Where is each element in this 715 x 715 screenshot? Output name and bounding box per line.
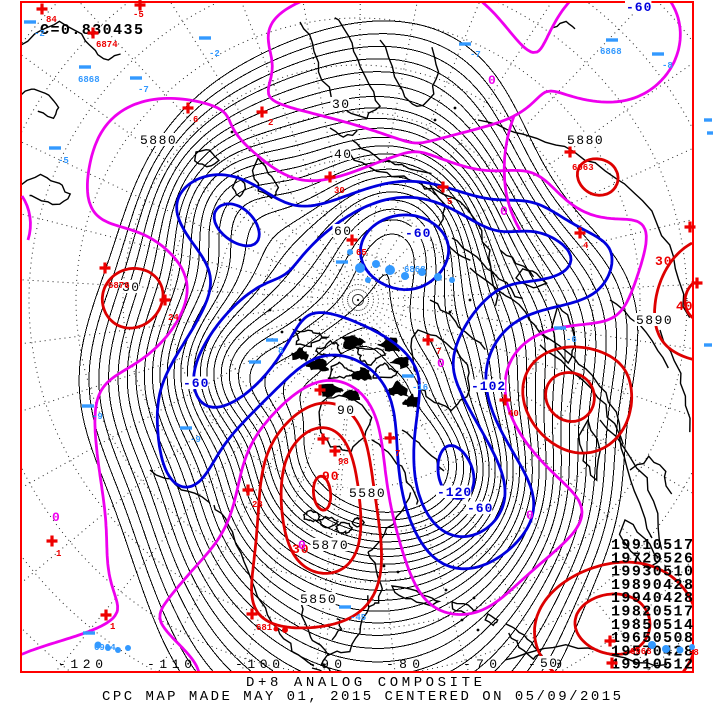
svg-text:-80: -80 [386,657,420,672]
svg-text:60: 60 [334,224,353,239]
svg-text:-2: -2 [209,49,220,59]
svg-text:-7: -7 [138,85,149,95]
svg-text:6874: 6874 [96,40,118,50]
svg-text:24: 24 [168,313,179,323]
svg-text:30: 30 [332,97,351,112]
svg-text:90: 90 [322,469,340,484]
svg-text:30: 30 [292,542,310,557]
svg-text:0: 0 [437,356,445,371]
svg-text:-102: -102 [471,379,506,394]
svg-text:-60: -60 [626,0,652,15]
svg-text:90: 90 [337,403,356,418]
svg-text:5880: 5880 [140,133,177,148]
svg-text:-70: -70 [463,657,497,672]
svg-text:-60: -60 [183,376,209,391]
svg-text:6868: 6868 [404,265,426,275]
svg-text:5850: 5850 [300,592,337,607]
svg-text:-9: -9 [92,412,103,422]
svg-text:-8: -8 [662,61,673,71]
svg-text:28: 28 [252,500,263,510]
svg-text:-5: -5 [133,10,144,20]
svg-text:7: 7 [436,347,441,357]
svg-text:-16: -16 [412,383,428,393]
svg-text:-6: -6 [566,335,577,345]
svg-text:4: 4 [583,241,589,251]
svg-text:-8: -8 [688,648,699,658]
svg-text:84: 84 [46,15,57,25]
svg-text:0: 0 [298,538,306,553]
svg-text:7: 7 [395,449,400,459]
svg-text:5580: 5580 [349,486,386,501]
svg-text:19910512: 19910512 [611,657,693,674]
svg-text:0: 0 [500,204,508,219]
svg-text:-2: -2 [34,29,45,39]
svg-text:1: 1 [110,622,116,632]
svg-text:0: 0 [488,73,496,88]
svg-text:-120: -120 [437,485,472,500]
svg-text:65: 65 [356,248,367,258]
svg-text:1: 1 [56,549,62,559]
svg-text:40: 40 [508,409,519,419]
svg-text:6817: 6817 [256,623,278,633]
svg-text:5: 5 [447,197,452,207]
svg-text:30: 30 [655,254,673,269]
svg-text:0: 0 [526,508,534,523]
svg-text:8: 8 [278,346,283,356]
svg-text:2: 2 [268,118,273,128]
svg-text:-60: -60 [467,501,493,516]
svg-text:-45: -45 [350,613,366,623]
svg-text:40: 40 [334,147,353,162]
svg-text:-9: -9 [190,435,201,445]
svg-text:0: 0 [52,510,60,525]
svg-text:5880: 5880 [567,133,604,148]
svg-text:-5: -5 [58,156,69,166]
svg-text:6868: 6868 [600,47,622,57]
svg-text:5870: 5870 [312,538,349,553]
svg-text:30: 30 [334,186,345,196]
svg-text:-90: -90 [308,657,342,672]
svg-text:6063: 6063 [572,163,594,173]
svg-text:6: 6 [193,115,198,125]
svg-text:5890: 5890 [636,313,673,328]
svg-text:6968: 6968 [630,647,652,657]
svg-text:-60: -60 [405,226,431,241]
svg-text:50: 50 [540,656,559,671]
svg-text:6868: 6868 [78,75,100,85]
svg-text:30: 30 [122,280,141,295]
svg-text:40: 40 [676,299,694,314]
svg-text:-7: -7 [470,50,481,60]
svg-text:98: 98 [338,457,349,467]
svg-text:6876: 6876 [108,281,130,291]
